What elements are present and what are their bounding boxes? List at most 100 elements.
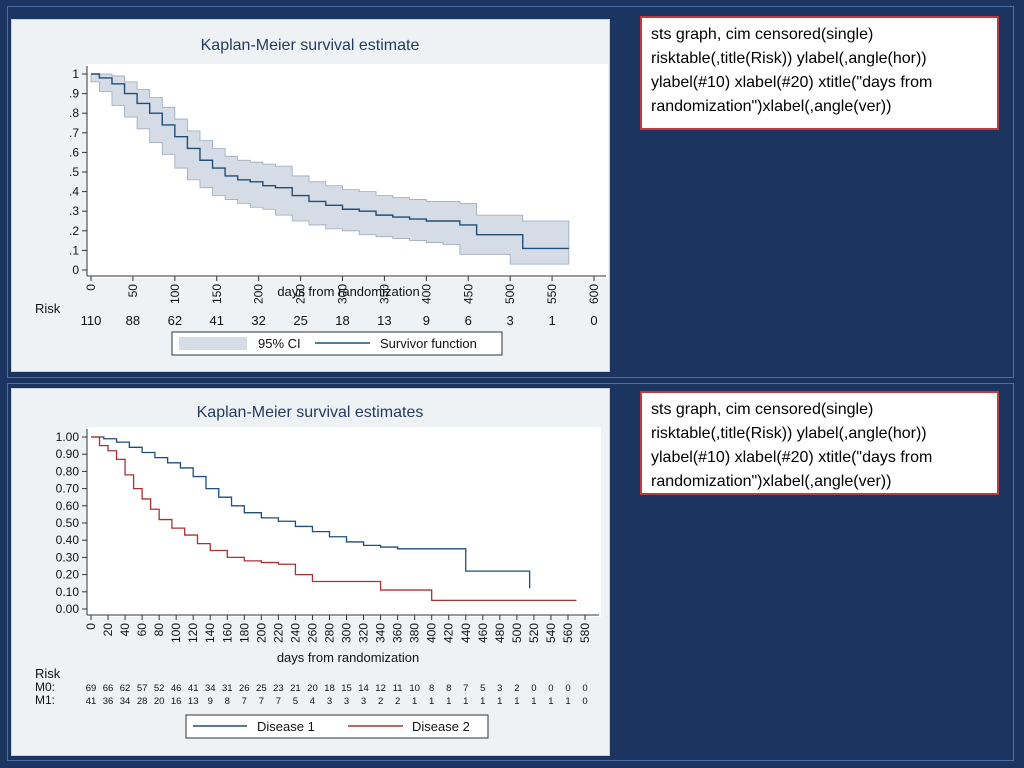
risk-value: 57: [137, 683, 148, 694]
risk-value: 1: [412, 696, 417, 707]
risk-value: 8: [446, 683, 451, 694]
risk-value: 2: [378, 696, 383, 707]
chart-title: Kaplan-Meier survival estimate: [201, 37, 420, 54]
x-tick-label: 400: [425, 623, 439, 643]
stata-command-box-bottom: sts graph, cim censored(single) risktabl…: [640, 391, 999, 495]
legend-label-survivor: Survivor function: [380, 336, 477, 351]
x-tick-label: 20: [101, 623, 115, 637]
x-tick-label: 360: [391, 623, 405, 643]
legend-label-ci: 95% CI: [258, 336, 301, 351]
y-tick-label: 0.50: [56, 516, 80, 530]
x-tick-label: 60: [135, 623, 149, 637]
x-tick-label: 100: [169, 623, 183, 643]
x-tick-label: 280: [322, 623, 336, 643]
risk-value: 1: [429, 696, 434, 707]
risk-value: 8: [429, 683, 434, 694]
ci-band: [90, 73, 570, 265]
plot-area: [87, 427, 601, 617]
survivor-function-line: [91, 73, 569, 250]
x-tick-label: 480: [493, 623, 507, 643]
y-tick-label: .8: [69, 106, 79, 120]
x-tick-label: 500: [510, 623, 524, 643]
y-tick-label: 0.00: [56, 602, 80, 616]
risk-value: 10: [409, 683, 420, 694]
risk-row-label: M0:: [35, 680, 55, 694]
risk-value: 69: [86, 683, 97, 694]
risk-value: 1: [514, 696, 519, 707]
y-tick-label: 0.70: [56, 482, 80, 496]
risk-value: 62: [120, 683, 131, 694]
y-tick-label: 0.10: [56, 585, 80, 599]
risk-value: 15: [341, 683, 352, 694]
legend-label-disease-2: Disease 2: [412, 719, 470, 734]
risk-value: 5: [480, 683, 485, 694]
risk-value: 62: [168, 313, 182, 328]
y-tick-label: .1: [69, 243, 79, 257]
risk-value: 41: [188, 683, 199, 694]
risk-value: 5: [293, 696, 298, 707]
series-line-disease-1: [91, 436, 531, 589]
y-tick-label: 0.30: [56, 550, 80, 564]
x-tick-label: 380: [408, 623, 422, 643]
x-tick-label: 80: [152, 623, 166, 637]
x-tick-label: 450: [461, 284, 475, 304]
risk-value: 1: [548, 696, 553, 707]
y-tick-label: 1.00: [56, 430, 80, 444]
x-tick-label: 340: [374, 623, 388, 643]
risk-value: 41: [210, 313, 224, 328]
x-tick-label: 600: [587, 284, 601, 304]
risk-value: 41: [86, 696, 97, 707]
x-tick-label: 580: [578, 623, 592, 643]
risk-value: 9: [423, 313, 430, 328]
risk-value: 1: [480, 696, 485, 707]
x-tick-label: 320: [357, 623, 371, 643]
y-tick-label: .4: [69, 185, 79, 199]
risk-value: 20: [307, 683, 318, 694]
x-tick-label: 200: [254, 623, 268, 643]
risk-value: 11: [393, 683, 403, 694]
risk-value: 25: [293, 313, 307, 328]
chart-title: Kaplan-Meier survival estimates: [197, 404, 424, 421]
x-tick-label: 240: [288, 623, 302, 643]
risk-value: 0: [565, 683, 570, 694]
risk-row-label: M1:: [35, 693, 55, 707]
series-line-disease-2: [91, 436, 577, 602]
risk-value: 1: [446, 696, 451, 707]
x-tick-label: 350: [377, 284, 391, 304]
risk-value: 16: [171, 696, 182, 707]
x-tick-label: 50: [126, 284, 140, 298]
risk-value: 110: [81, 313, 102, 328]
legend-label-disease-1: Disease 1: [257, 719, 315, 734]
risk-value: 3: [361, 696, 366, 707]
risk-value: 32: [251, 313, 265, 328]
risk-value: 4: [310, 696, 315, 707]
risk-value: 0: [548, 683, 553, 694]
risk-value: 13: [377, 313, 391, 328]
x-tick-label: 520: [527, 623, 541, 643]
y-tick-label: 1: [72, 67, 79, 81]
x-tick-label: 200: [252, 284, 266, 304]
y-tick-label: 0.80: [56, 464, 80, 478]
x-axis-title: days from randomization: [277, 650, 419, 665]
km-chart-groups: Kaplan-Meier survival estimates 0.00 0.10 0…: [11, 388, 610, 756]
risk-value: 8: [225, 696, 230, 707]
x-tick-label: 40: [118, 623, 132, 637]
risk-value: 7: [259, 696, 264, 707]
legend-box: [185, 714, 489, 739]
risk-value: 46: [171, 683, 182, 694]
y-tick-label: .3: [69, 204, 79, 218]
risk-value: 28: [137, 696, 148, 707]
x-tick-label: 0: [84, 284, 98, 291]
y-tick-label: 0.40: [56, 533, 80, 547]
x-tick-label: 0: [84, 623, 98, 630]
slide-panel-bottom: [7, 383, 1014, 761]
x-tick-label: 260: [305, 623, 319, 643]
y-tick-label: .9: [69, 87, 79, 101]
risk-value: 0: [590, 313, 597, 328]
risk-title: Risk: [35, 301, 61, 316]
y-tick-label: 0.60: [56, 499, 80, 513]
risk-value: 88: [126, 313, 140, 328]
risk-value: 34: [120, 696, 131, 707]
risk-value: 18: [324, 683, 335, 694]
risk-value: 1: [463, 696, 468, 707]
